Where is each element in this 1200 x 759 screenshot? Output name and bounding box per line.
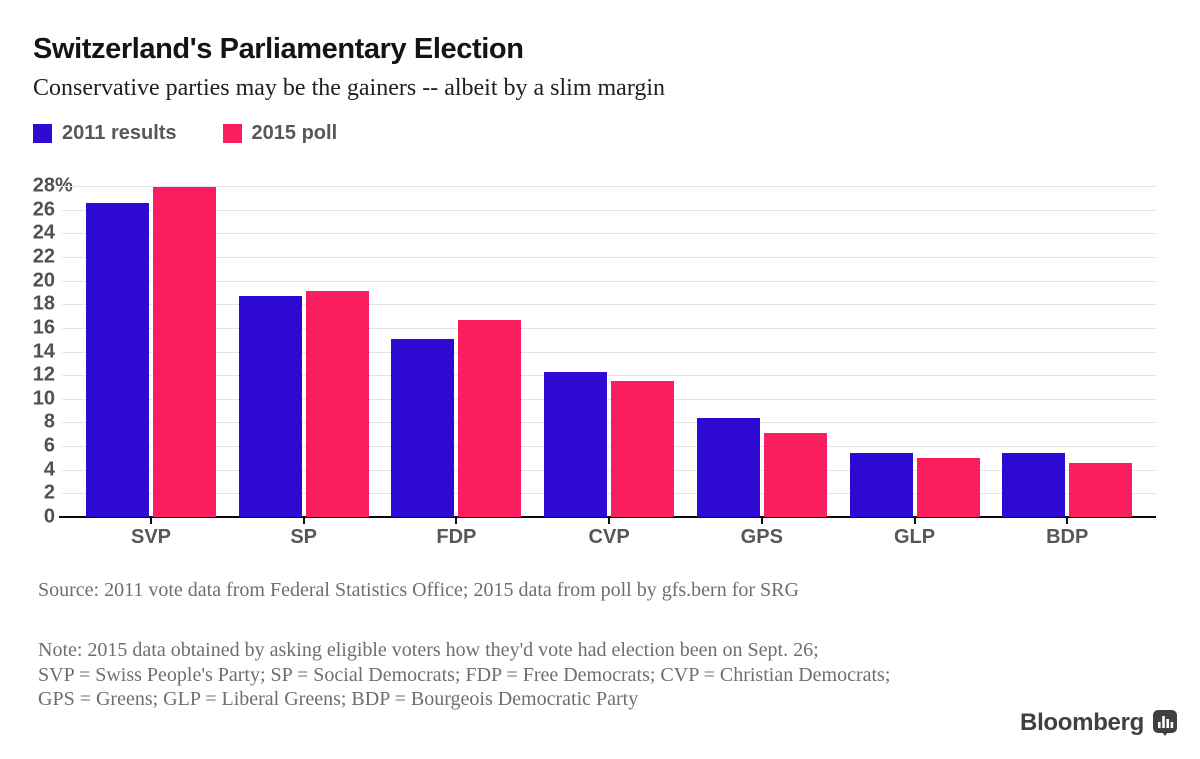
y-tick-label-26: 26 [32,198,55,221]
x-tick-GLP [913,517,916,524]
x-tick-GPS [760,517,763,524]
bar-2011-results-GLP [849,453,913,517]
x-tick-FDP [455,517,458,524]
y-tick-label-28: 28% [32,174,73,197]
y-tick-label-22: 22 [32,245,55,268]
bar-2011-results-BDP [1002,453,1066,517]
percent-sign: % [55,174,73,197]
y-tick-label-16: 16 [32,316,55,339]
plot-area [59,186,1156,524]
x-tick-SP [302,517,305,524]
note-line: Note: 2015 data obtained by asking eligi… [38,639,819,661]
gridline-12 [62,375,1156,377]
gridline-8 [62,422,1156,424]
x-category-label-FDP: FDP [436,526,477,548]
gridline-28 [62,186,1156,187]
y-tick-label-24: 24 [32,221,55,244]
gridline-10 [62,398,1156,400]
x-category-label-SVP: SVP [130,526,172,548]
legend-item: 2011 results [33,122,177,145]
y-tick-label-4: 4 [43,458,55,481]
x-tick-SVP [150,517,152,524]
bar-2015-poll-GPS [763,433,827,517]
note-line: GPS = Greens; GLP = Liberal Greens; BDP … [38,688,639,710]
note-line: SVP = Swiss People's Party; SP = Social … [38,663,891,686]
x-category-label-GPS: GPS [740,526,783,548]
source-text: Source: 2011 vote data from Federal Stat… [38,579,799,601]
gridline-4 [62,469,1156,471]
y-tick-label-14: 14 [32,340,55,362]
gridline-18 [62,304,1156,306]
bar-2015-poll-SP [305,291,369,517]
legend-label: 2011 results [62,122,177,144]
chart-subtitle: Conservative parties may be the gainers … [33,75,666,101]
page-title: Switzerland's Parliamentary Election [33,33,524,65]
bar-2015-poll-GLP [916,457,980,517]
bloomberg-chart-icon [1153,710,1177,736]
legend-swatch [222,124,242,143]
bar-2015-poll-FDP [458,319,522,517]
gridline-6 [62,446,1156,448]
y-tick-label-0: 0 [43,505,55,528]
bar-2011-results-SP [238,295,302,517]
x-category-label-CVP: CVP [588,526,630,548]
x-axis-line [59,516,1156,518]
legend-item: 2015 poll [222,122,338,145]
y-tick-label-8: 8 [43,410,55,433]
y-tick-label-2: 2 [43,481,55,504]
x-category-label-GLP: GLP [893,526,936,548]
gridline-14 [62,351,1156,353]
gridline-24 [62,233,1156,235]
y-axis-labels: 0 2 4 6 8 10 12 14 16 18 20 22 24 26 28% [0,175,73,528]
bloomberg-wordmark: Bloomberg [1020,709,1144,736]
bar-2011-results-CVP [544,371,608,517]
gridline-26 [62,209,1156,211]
gridline-16 [62,327,1156,329]
y-tick-label-18: 18 [32,292,55,315]
y-tick-label-10: 10 [32,387,55,410]
x-tick-BDP [1066,517,1069,524]
y-tick-label-6: 6 [43,434,55,457]
chart-legend: 2011 results 2015 poll [33,122,337,145]
bar-2011-results-FDP [391,338,455,517]
note-text: Note: 2015 data obtained by asking eligi… [38,638,890,712]
bar-2015-poll-SVP [153,187,216,517]
y-tick-label-20: 20 [32,269,55,292]
bloomberg-logo: Bloomberg [1020,709,1178,737]
x-category-label-SP: SP [290,526,318,548]
bar-2011-results-GPS [696,417,760,517]
legend-label: 2015 poll [251,122,338,144]
gridline-2 [62,493,1156,495]
gridline-22 [62,256,1156,258]
x-category-label-BDP: BDP [1046,526,1089,548]
bar-2015-poll-CVP [611,381,675,517]
x-tick-CVP [608,517,611,524]
y-tick-label-12: 12 [32,363,55,386]
bar-2011-results-SVP [86,202,149,517]
bar-2015-poll-BDP [1069,462,1133,517]
legend-swatch [33,124,52,143]
gridline-20 [62,280,1156,282]
